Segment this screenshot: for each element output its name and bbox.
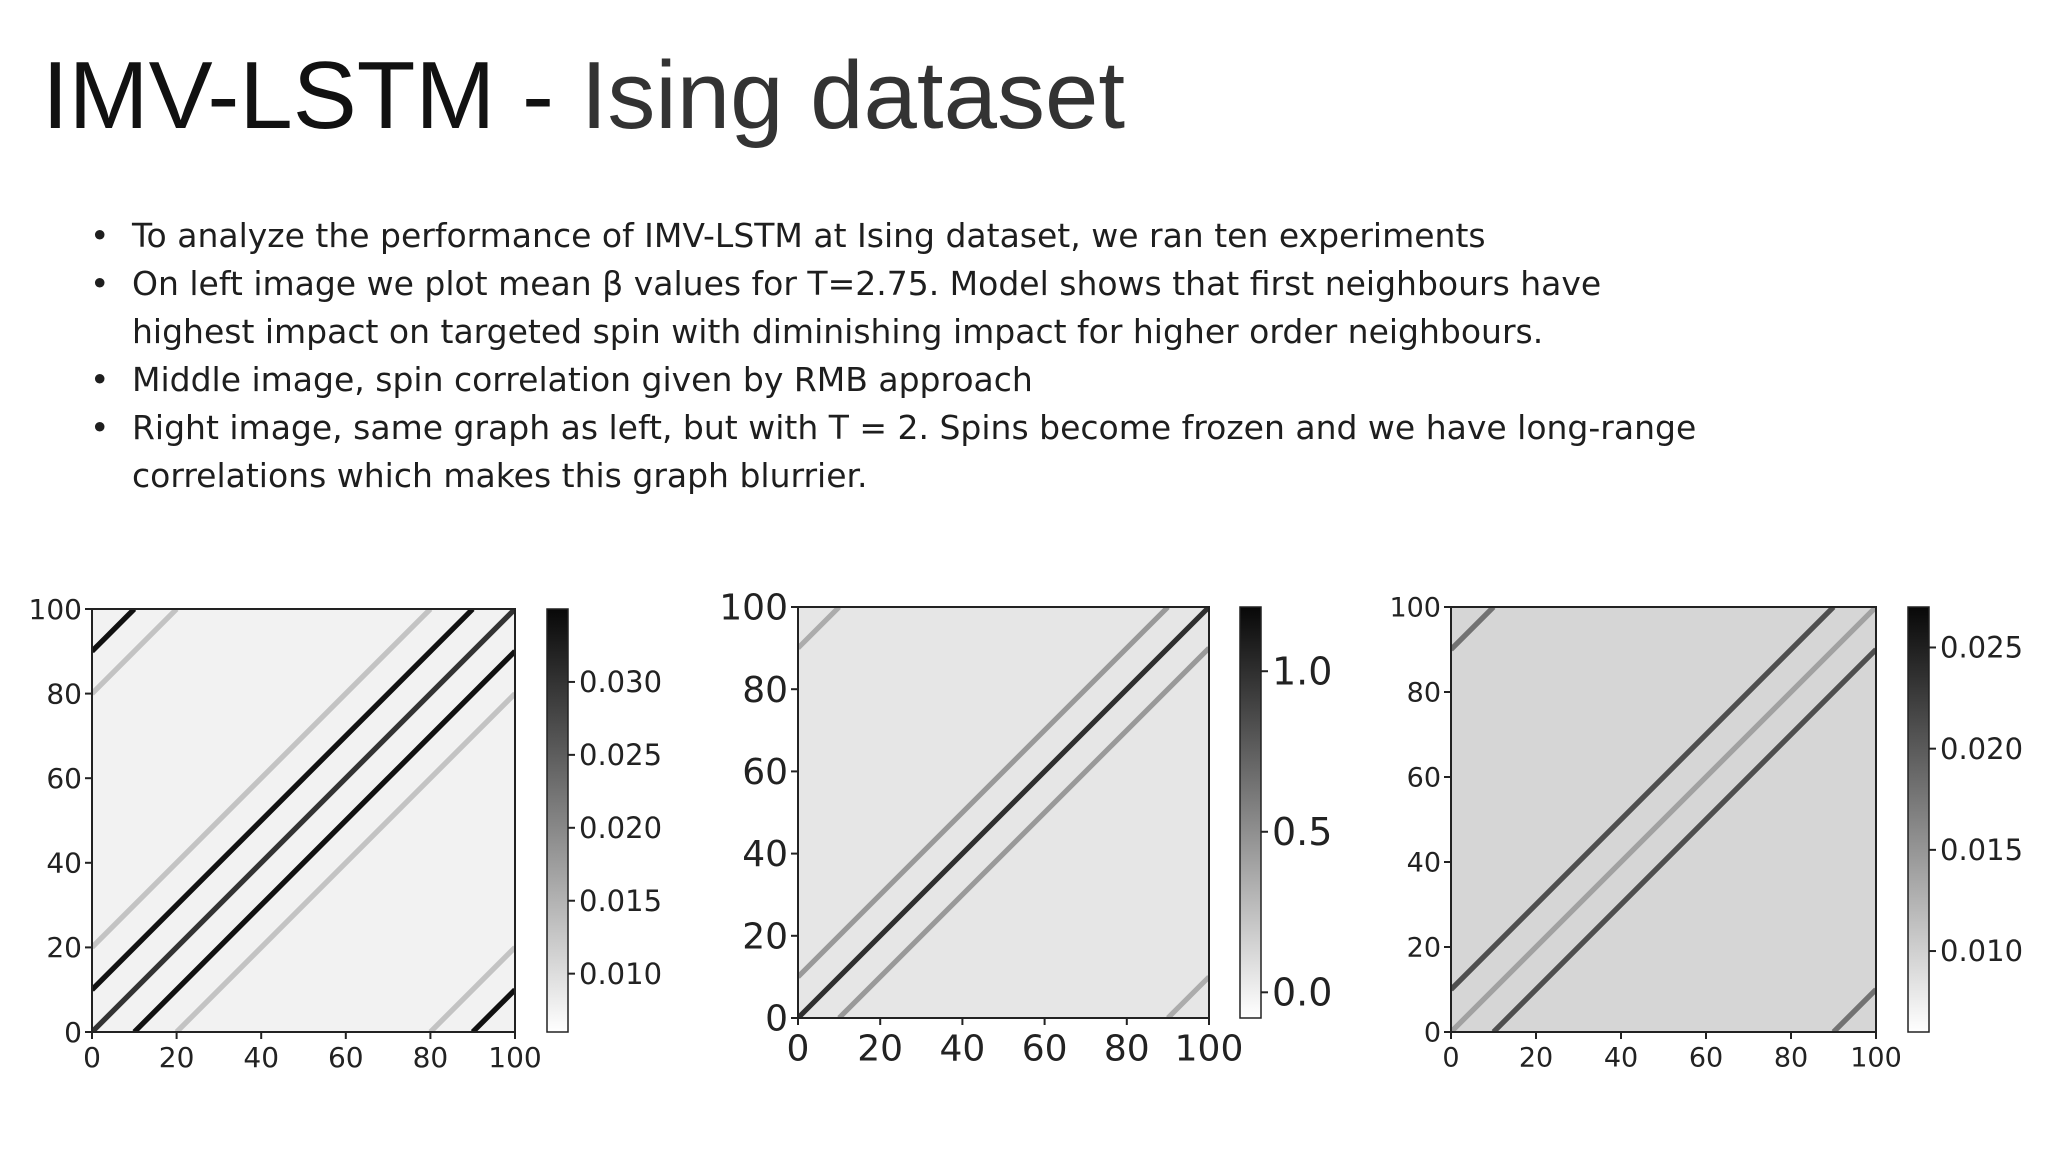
heatmap-band [1451, 607, 1836, 992]
heatmap-band [92, 609, 475, 992]
y-tick-label: 60 [1407, 762, 1441, 793]
x-tick-label: 20 [1519, 1042, 1553, 1073]
y-tick-label: 100 [719, 588, 788, 629]
x-tick-label: 80 [413, 1041, 449, 1074]
plot-frame [1450, 606, 1877, 1033]
colorbar-tick-label: 0.015 [1940, 833, 2023, 867]
y-tick-label: 80 [1407, 677, 1441, 708]
y-tick-label: 80 [46, 677, 82, 710]
colorbar-tick-label: 0.025 [1940, 631, 2023, 665]
plot-frame [91, 608, 516, 1033]
colorbar-tick-label: 0.020 [1940, 732, 2023, 766]
x-tick-label: 0 [83, 1041, 101, 1074]
heatmap-band [132, 649, 515, 1032]
colorbar [1907, 606, 1930, 1033]
y-tick-label: 20 [742, 916, 788, 957]
x-tick-label: 100 [1175, 1028, 1244, 1069]
slide-title: IMV-LSTM - Ising dataset [42, 40, 1125, 152]
heatmap-band [92, 609, 515, 1032]
slide-title-part1: IMV-LSTM - [42, 42, 581, 149]
x-tick-label: 40 [939, 1028, 985, 1069]
bullet-list: To analyze the performance of IMV-LSTM a… [90, 212, 1720, 500]
heatmap-band [798, 607, 841, 650]
colorbar-tick-label: 0.030 [579, 665, 662, 699]
colorbar-tick-label: 0.010 [579, 957, 662, 991]
y-tick-label: 40 [742, 834, 788, 875]
x-tick-label: 0 [1442, 1042, 1459, 1073]
y-tick-label: 0 [765, 999, 788, 1040]
heatmap-band [1491, 647, 1876, 1032]
slide-title-part2: Ising dataset [580, 42, 1126, 149]
y-tick-label: 20 [46, 931, 82, 964]
bullet-item: To analyze the performance of IMV-LSTM a… [90, 212, 1720, 260]
y-tick-label: 60 [46, 762, 82, 795]
x-tick-label: 80 [1774, 1042, 1808, 1073]
x-tick-label: 100 [1850, 1042, 1902, 1073]
x-tick-label: 0 [787, 1028, 810, 1069]
bullet-item: Middle image, spin correlation given by … [90, 356, 1720, 404]
y-tick-label: 100 [29, 593, 82, 626]
colorbar [546, 608, 569, 1033]
x-tick-label: 60 [1689, 1042, 1723, 1073]
heatmap-band [92, 609, 433, 950]
bullet-item: On left image we plot mean β values for … [90, 260, 1720, 356]
heatmap-band [1451, 607, 1876, 1032]
colorbar-tick-label: 0.025 [579, 738, 662, 772]
colorbar-tick-label: 0.5 [1272, 810, 1332, 854]
colorbar [1239, 606, 1262, 1019]
heatmap-band [470, 987, 515, 1032]
heatmap-band [837, 646, 1209, 1018]
heatmap-band [428, 945, 515, 1032]
heatmap-band [798, 607, 1209, 1018]
heatmap-band [174, 691, 515, 1032]
colorbar-tick-label: 0.015 [579, 884, 662, 918]
heatmap-band [798, 607, 1170, 979]
x-tick-label: 20 [159, 1041, 195, 1074]
heatmap-band [92, 609, 179, 696]
x-tick-label: 40 [243, 1041, 279, 1074]
heatmap-band [92, 609, 137, 654]
y-tick-label: 40 [46, 847, 82, 880]
heatmap-band [1831, 987, 1876, 1032]
y-tick-label: 0 [1424, 1017, 1441, 1048]
y-tick-label: 40 [1407, 847, 1441, 878]
y-tick-label: 80 [742, 670, 788, 711]
colorbar-tick-label: 0.0 [1272, 971, 1332, 1015]
colorbar-tick-label: 1.0 [1272, 650, 1332, 694]
y-tick-label: 100 [1389, 592, 1441, 623]
colorbar-tick-label: 0.020 [579, 811, 662, 845]
y-tick-label: 0 [64, 1016, 82, 1049]
y-tick-label: 60 [742, 752, 788, 793]
x-tick-label: 60 [1022, 1028, 1068, 1069]
colorbar-tick-label: 0.010 [1940, 934, 2023, 968]
x-tick-label: 100 [488, 1041, 541, 1074]
plot-frame [797, 606, 1210, 1019]
x-tick-label: 60 [328, 1041, 364, 1074]
heatmap-band [1166, 975, 1209, 1018]
x-tick-label: 40 [1604, 1042, 1638, 1073]
bullet-item: Right image, same graph as left, but wit… [90, 404, 1720, 500]
y-tick-label: 20 [1407, 932, 1441, 963]
x-tick-label: 80 [1104, 1028, 1150, 1069]
heatmap-band [1451, 607, 1496, 652]
x-tick-label: 20 [857, 1028, 903, 1069]
